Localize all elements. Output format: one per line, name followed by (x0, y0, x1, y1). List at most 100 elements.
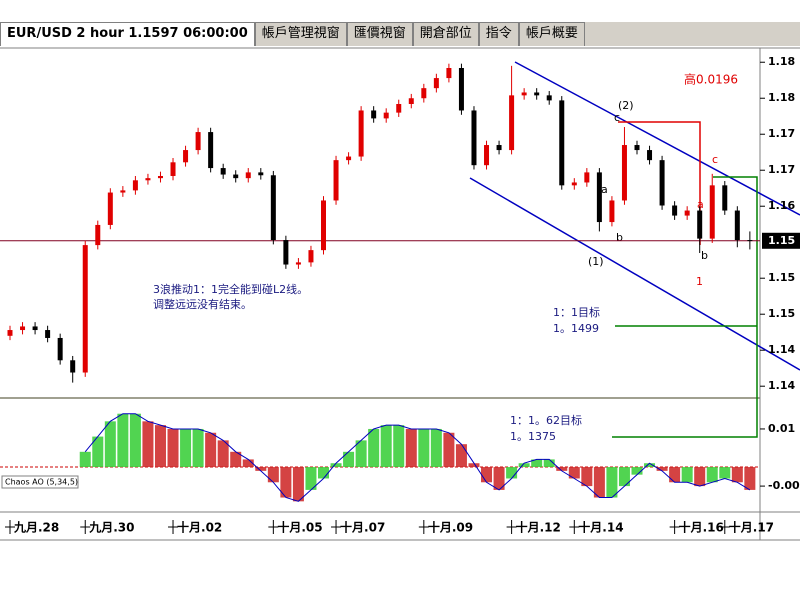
ao-bar (405, 428, 417, 468)
y-tick-label: 1.15 (768, 271, 795, 284)
ao-bar (330, 463, 342, 468)
wave-label: b (701, 249, 708, 262)
tab[interactable]: 指令 (478, 22, 519, 46)
ao-bar (656, 467, 668, 471)
candle-body (647, 150, 653, 161)
chart: 3浪推动1：1完全能到碰L2线。 调整远远没有结束。 1：1目标 1。1499 … (0, 47, 800, 541)
y-tick-label: 1.17 (768, 163, 795, 176)
channel-line (514, 61, 800, 216)
y-tick-label: 1.18 (768, 91, 795, 104)
annotation: 1：1目标 (553, 305, 600, 319)
ao-bar (581, 467, 593, 487)
candle-body (433, 78, 439, 89)
candle-body (672, 205, 678, 216)
wave-label: 1 (696, 275, 703, 288)
ao-bar (506, 467, 518, 479)
candle-body (408, 98, 414, 104)
candle-body (521, 92, 527, 96)
last-price-label: 1.15 (768, 234, 795, 247)
y-tick-label: 1.18 (768, 55, 795, 68)
target-line (612, 176, 758, 438)
candle-body (157, 175, 163, 179)
ao-bar (355, 440, 367, 468)
candle-body (709, 185, 715, 239)
ao-bar (343, 451, 355, 468)
tab-bar: EUR/USD 2 hour 1.1597 06:00:00 帳戶管理視窗 匯價… (0, 22, 800, 46)
ao-bar (129, 413, 141, 468)
candle-body (120, 190, 126, 193)
y-tick-label: 1.17 (768, 127, 795, 140)
tab[interactable]: EUR/USD 2 hour 1.1597 06:00:00 (0, 22, 255, 46)
wave-label: c (614, 111, 620, 124)
annotation: 1：1。62目标 (510, 413, 582, 427)
wave-label: c (712, 153, 718, 166)
candle-body (571, 182, 577, 186)
ao-bar (79, 451, 91, 468)
candle-body (734, 210, 740, 241)
ao-bar (430, 428, 442, 468)
candle-body (208, 132, 214, 169)
y-tick-label: -0.00 (768, 479, 800, 492)
candle-body (534, 92, 540, 96)
candle-body (471, 110, 477, 166)
candle-body (82, 245, 88, 373)
annotation: 调整远远没有结束。 (153, 297, 252, 311)
candle-body (183, 150, 189, 163)
ao-bar (167, 428, 179, 468)
tab[interactable]: 帳戶概要 (518, 22, 585, 46)
tab[interactable]: 開倉部位 (412, 22, 479, 46)
candle-body (346, 156, 352, 161)
ao-bar (318, 467, 329, 479)
tab[interactable]: 帳戶管理視窗 (254, 22, 347, 46)
annotation: 3浪推动1：1完全能到碰L2线。 (153, 282, 308, 296)
ao-bar (280, 467, 292, 498)
ao-line (84, 413, 751, 502)
ao-bar (180, 428, 192, 468)
ao-bar (368, 428, 380, 468)
candle-body (7, 330, 13, 336)
y-tick-label: 1.14 (768, 343, 795, 356)
last-price-box (762, 232, 800, 249)
ao-bar (669, 467, 681, 483)
indicator-label: Chaos AO (5,34,5) (5, 478, 78, 487)
x-tick-label: 十月.12 (516, 520, 561, 535)
candle-body (659, 160, 665, 206)
ao-bar (481, 467, 493, 483)
candle-body (684, 210, 690, 216)
annotation: 高0.0196 (684, 72, 738, 87)
candle-body (458, 67, 464, 111)
ao-bar (493, 467, 505, 490)
candle-body (20, 326, 26, 331)
ao-bar (543, 459, 555, 468)
x-tick-label: 十月.02 (177, 520, 222, 535)
ao-bar (104, 421, 116, 468)
candle-body (195, 132, 201, 151)
candle-body (107, 192, 113, 225)
candle-body (308, 250, 314, 263)
ao-bar (568, 467, 580, 479)
ao-bar (731, 467, 743, 483)
candle-body (333, 160, 339, 201)
wave-label: (1) (588, 255, 604, 268)
candle-body (396, 103, 402, 113)
candle-body (484, 145, 490, 166)
candle-body (383, 112, 389, 119)
ao-bar (443, 432, 455, 468)
ao-bar (267, 467, 279, 483)
wave-label: a (601, 183, 608, 196)
candle-body (421, 88, 427, 99)
x-tick-label: 十月.09 (428, 520, 473, 535)
ao-bar (593, 467, 605, 498)
candle-body (559, 100, 565, 186)
ao-bar (719, 467, 731, 479)
ao-bar (242, 459, 254, 468)
ao-bar (380, 425, 392, 468)
candle-body (70, 360, 76, 373)
candle-body (371, 110, 377, 119)
wave-label: a (697, 198, 704, 211)
candle-body (747, 240, 753, 242)
candle-body (32, 326, 38, 331)
ao-bar (556, 467, 568, 471)
x-tick-label: 十月.07 (340, 520, 385, 535)
tab[interactable]: 匯價視窗 (346, 22, 413, 46)
